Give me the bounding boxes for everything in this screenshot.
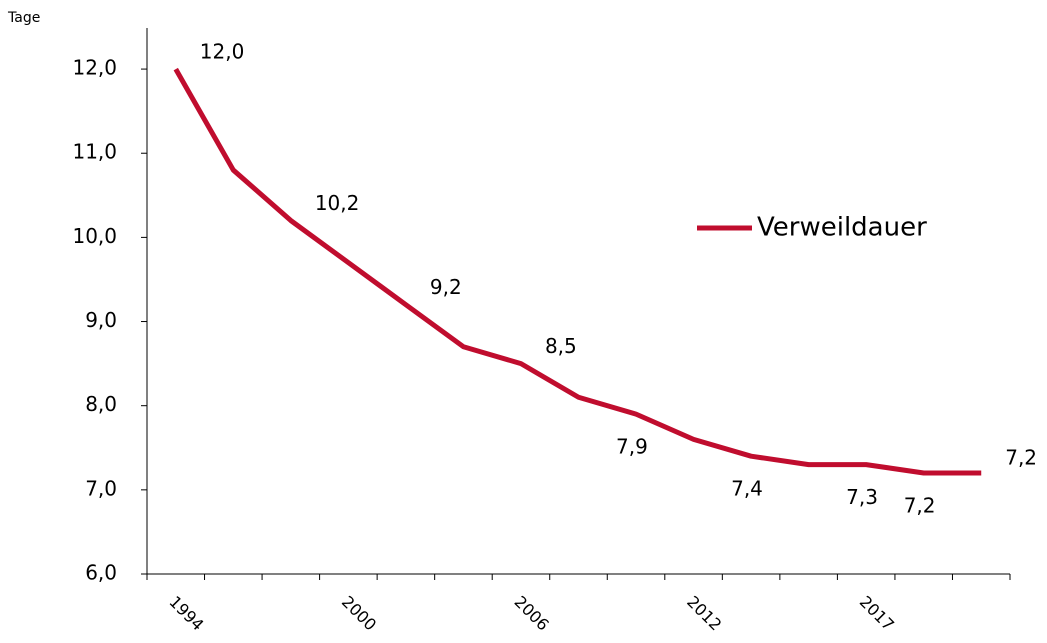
x-tick-label: 2006 — [511, 592, 553, 634]
x-tick-label: 2000 — [338, 592, 380, 634]
data-label: 7,2 — [904, 494, 936, 518]
x-tick-label: 2012 — [683, 592, 725, 634]
y-tick-label: 10,0 — [72, 224, 117, 248]
y-tick-label: 7,0 — [85, 476, 117, 500]
y-tick-label: 8,0 — [85, 392, 117, 416]
data-label: 7,4 — [731, 477, 763, 501]
data-label: 7,2 — [1005, 446, 1037, 470]
y-tick-label: 11,0 — [72, 140, 117, 164]
x-tick-label: 2017 — [856, 592, 898, 634]
data-line — [173, 67, 982, 476]
data-label: 9,2 — [430, 275, 462, 299]
data-label: 7,3 — [846, 485, 878, 509]
y-tick-label: 9,0 — [85, 308, 117, 332]
data-label: 7,9 — [616, 435, 648, 459]
x-tick-label: 1994 — [165, 592, 207, 634]
y-axis-title: Tage — [7, 10, 40, 26]
data-label: 12,0 — [200, 40, 245, 64]
y-tick-label: 12,0 — [72, 56, 117, 80]
data-label: 10,2 — [315, 191, 360, 215]
data-label: 8,5 — [545, 334, 577, 358]
y-tick-label: 6,0 — [85, 561, 117, 585]
legend-label: Verweildauer — [757, 213, 927, 243]
